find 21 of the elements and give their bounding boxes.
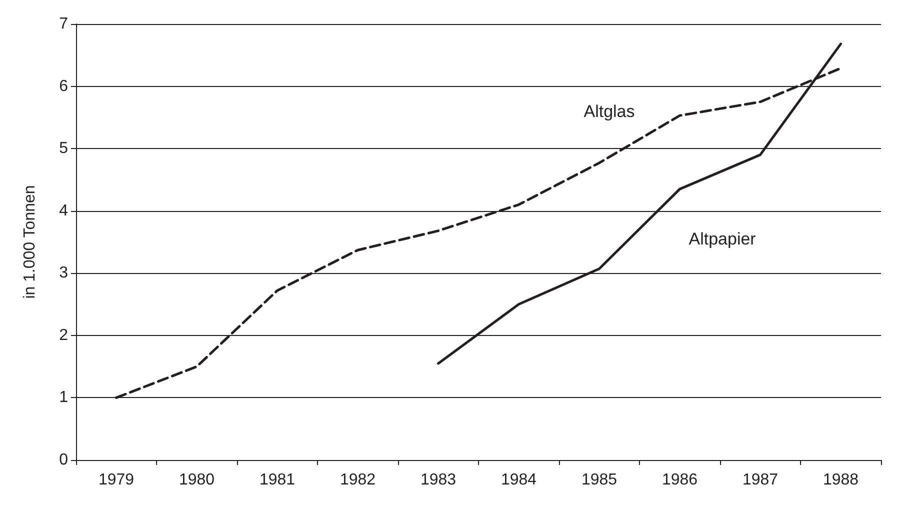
y-tick-label: 1 <box>59 389 68 406</box>
x-tick-label: 1987 <box>742 472 778 488</box>
x-tick-label: 1988 <box>822 472 859 488</box>
x-tick-label: 1985 <box>581 472 618 488</box>
x-tick-label: 1983 <box>420 472 456 488</box>
y-tick-label: 0 <box>59 452 68 468</box>
x-tick-label: 1984 <box>500 472 537 488</box>
y-tick-label: 5 <box>59 140 68 158</box>
series-label: Altglas <box>584 102 635 121</box>
y-tick-label: 2 <box>59 326 68 344</box>
y-tick-label: 3 <box>59 264 68 282</box>
y-tick-label: 6 <box>59 78 68 95</box>
x-tick-label: 1981 <box>259 472 296 488</box>
x-tick-label: 1980 <box>178 472 215 488</box>
y-tick-label: 4 <box>59 202 68 220</box>
y-axis-title: in 1.000 Tonnen <box>22 185 38 299</box>
text: Altpapier <box>688 230 756 249</box>
x-tick-label: 1982 <box>340 472 376 488</box>
y-tick-label: 7 <box>59 16 68 32</box>
x-tick-label: 1979 <box>98 472 134 488</box>
x-tick-label: 1986 <box>662 472 698 488</box>
